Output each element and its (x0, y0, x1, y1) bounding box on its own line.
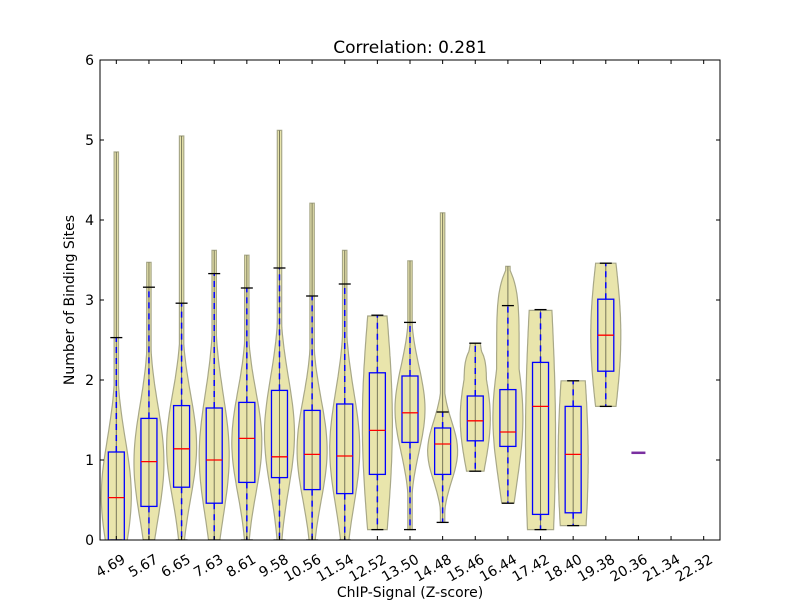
box-iqr (107, 451, 125, 540)
y-tick-label: 2 (85, 373, 94, 389)
box-iqr (140, 417, 158, 508)
box-iqr (531, 361, 550, 516)
x-tick-label: 4.69 (93, 552, 128, 581)
x-tick-label: 7.63 (191, 552, 226, 581)
x-axis-label: ChIP-Signal (Z-score) (337, 585, 483, 600)
y-tick-label: 3 (85, 293, 94, 309)
x-tick-label: 6.65 (159, 552, 194, 581)
box-iqr (499, 388, 517, 448)
y-tick-label: 5 (85, 133, 94, 149)
box-iqr (401, 375, 419, 444)
chart-title: Correlation: 0.281 (333, 38, 487, 58)
box-iqr (270, 389, 289, 479)
box-iqr (336, 403, 354, 495)
box-iqr (205, 407, 223, 504)
x-tick-label: 22.32 (673, 552, 716, 586)
y-tick-label: 4 (85, 213, 94, 229)
y-tick-label: 6 (85, 53, 94, 69)
box-iqr (303, 409, 321, 491)
box-iqr (466, 395, 484, 442)
x-tick-label: 8.61 (224, 552, 259, 581)
box-iqr (368, 372, 387, 476)
y-tick-label: 1 (85, 453, 94, 469)
box-iqr (564, 405, 582, 514)
box-iqr (238, 401, 256, 484)
y-axis-label: Number of Binding Sites (62, 215, 78, 385)
box-iqr (172, 404, 191, 488)
x-tick-label: 5.67 (126, 552, 161, 581)
y-tick-label: 0 (85, 533, 94, 549)
plot-marks (100, 129, 646, 540)
box-iqr (433, 427, 452, 476)
